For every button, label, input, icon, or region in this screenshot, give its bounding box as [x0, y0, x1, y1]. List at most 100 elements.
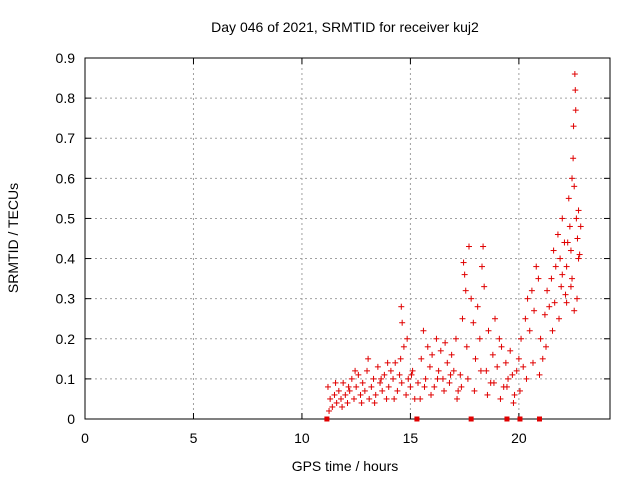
- data-point: [536, 371, 543, 378]
- data-point: [552, 263, 559, 270]
- data-point: [431, 383, 438, 390]
- data-point: [421, 383, 428, 390]
- data-point: [543, 343, 550, 350]
- data-point: [507, 347, 514, 354]
- data-point: [574, 295, 581, 302]
- x-tick-label: 15: [403, 430, 419, 446]
- data-point: [374, 363, 381, 370]
- data-point: [351, 395, 358, 402]
- data-point: [461, 271, 468, 278]
- data-point: [408, 371, 415, 378]
- data-point: [472, 355, 479, 362]
- y-tick-label: 0.4: [56, 251, 76, 267]
- data-point: [439, 375, 446, 382]
- data-point: [531, 307, 538, 314]
- x-tick-label: 0: [81, 430, 89, 446]
- data-point: [433, 335, 440, 342]
- data-point: [437, 347, 444, 354]
- data-point: [498, 343, 505, 350]
- data-point: [454, 395, 461, 402]
- data-point: [368, 383, 375, 390]
- data-point: [455, 387, 462, 394]
- data-point: [559, 271, 566, 278]
- y-tick-label: 0.7: [56, 130, 76, 146]
- data-point: [391, 395, 398, 402]
- y-tick-label: 0.1: [56, 371, 76, 387]
- zero-marker: [414, 416, 420, 422]
- data-point: [415, 379, 422, 386]
- data-point: [358, 399, 365, 406]
- y-tick-label: 0.9: [56, 50, 76, 66]
- data-point: [484, 391, 491, 398]
- data-point: [442, 339, 449, 346]
- data-point: [537, 335, 544, 342]
- data-point: [564, 239, 571, 246]
- data-point: [567, 247, 574, 254]
- data-point: [377, 379, 384, 386]
- data-point: [481, 283, 488, 290]
- data-point: [480, 243, 487, 250]
- data-point: [465, 243, 472, 250]
- data-point: [396, 371, 403, 378]
- data-point: [496, 335, 503, 342]
- data-point: [566, 223, 573, 230]
- data-point: [361, 387, 368, 394]
- data-point: [571, 307, 578, 314]
- data-point: [348, 375, 355, 382]
- data-point: [492, 315, 499, 322]
- data-point: [346, 387, 353, 394]
- data-point: [384, 359, 391, 366]
- data-point: [420, 327, 427, 334]
- y-tick-label: 0.3: [56, 291, 76, 307]
- data-point: [551, 299, 558, 306]
- data-point: [550, 247, 557, 254]
- data-point: [337, 395, 344, 402]
- data-point: [510, 399, 517, 406]
- data-point: [513, 367, 520, 374]
- data-point: [424, 343, 431, 350]
- data-point: [398, 303, 405, 310]
- data-point: [450, 367, 457, 374]
- data-point: [359, 379, 366, 386]
- data-point: [575, 255, 582, 262]
- data-point: [569, 175, 576, 182]
- data-point: [567, 283, 574, 290]
- data-point: [344, 399, 351, 406]
- data-point: [464, 375, 471, 382]
- data-point: [357, 391, 364, 398]
- data-point: [575, 207, 582, 214]
- data-point: [331, 391, 338, 398]
- data-point: [394, 387, 401, 394]
- data-point: [485, 327, 492, 334]
- chart-title: Day 046 of 2021, SRMTID for receiver kuj…: [211, 19, 479, 35]
- data-point: [518, 335, 525, 342]
- zero-marker: [517, 416, 523, 422]
- data-point: [576, 251, 583, 258]
- data-point: [571, 71, 578, 78]
- zero-marker: [536, 416, 542, 422]
- data-point: [428, 391, 435, 398]
- x-axis-label: GPS time / hours: [292, 458, 399, 474]
- y-tick-labels: 0 0.1 0.2 0.3 0.4 0.5 0.6 0.7 0.8 0.9: [56, 50, 76, 427]
- data-point: [409, 367, 416, 374]
- x-tick-label: 20: [511, 430, 527, 446]
- data-point: [400, 343, 407, 350]
- data-point: [399, 319, 406, 326]
- data-point: [515, 355, 522, 362]
- data-point: [381, 371, 388, 378]
- data-point: [526, 327, 533, 334]
- data-point: [329, 403, 336, 410]
- data-point: [483, 367, 490, 374]
- data-point: [411, 395, 418, 402]
- data-point: [444, 359, 451, 366]
- data-point: [426, 363, 433, 370]
- data-point: [460, 259, 467, 266]
- data-point: [570, 155, 577, 162]
- data-point: [541, 311, 548, 318]
- data-point: [340, 379, 347, 386]
- data-point: [422, 375, 429, 382]
- data-point: [429, 351, 436, 358]
- data-point: [562, 291, 569, 298]
- data-point: [544, 287, 551, 294]
- data-point: [324, 383, 331, 390]
